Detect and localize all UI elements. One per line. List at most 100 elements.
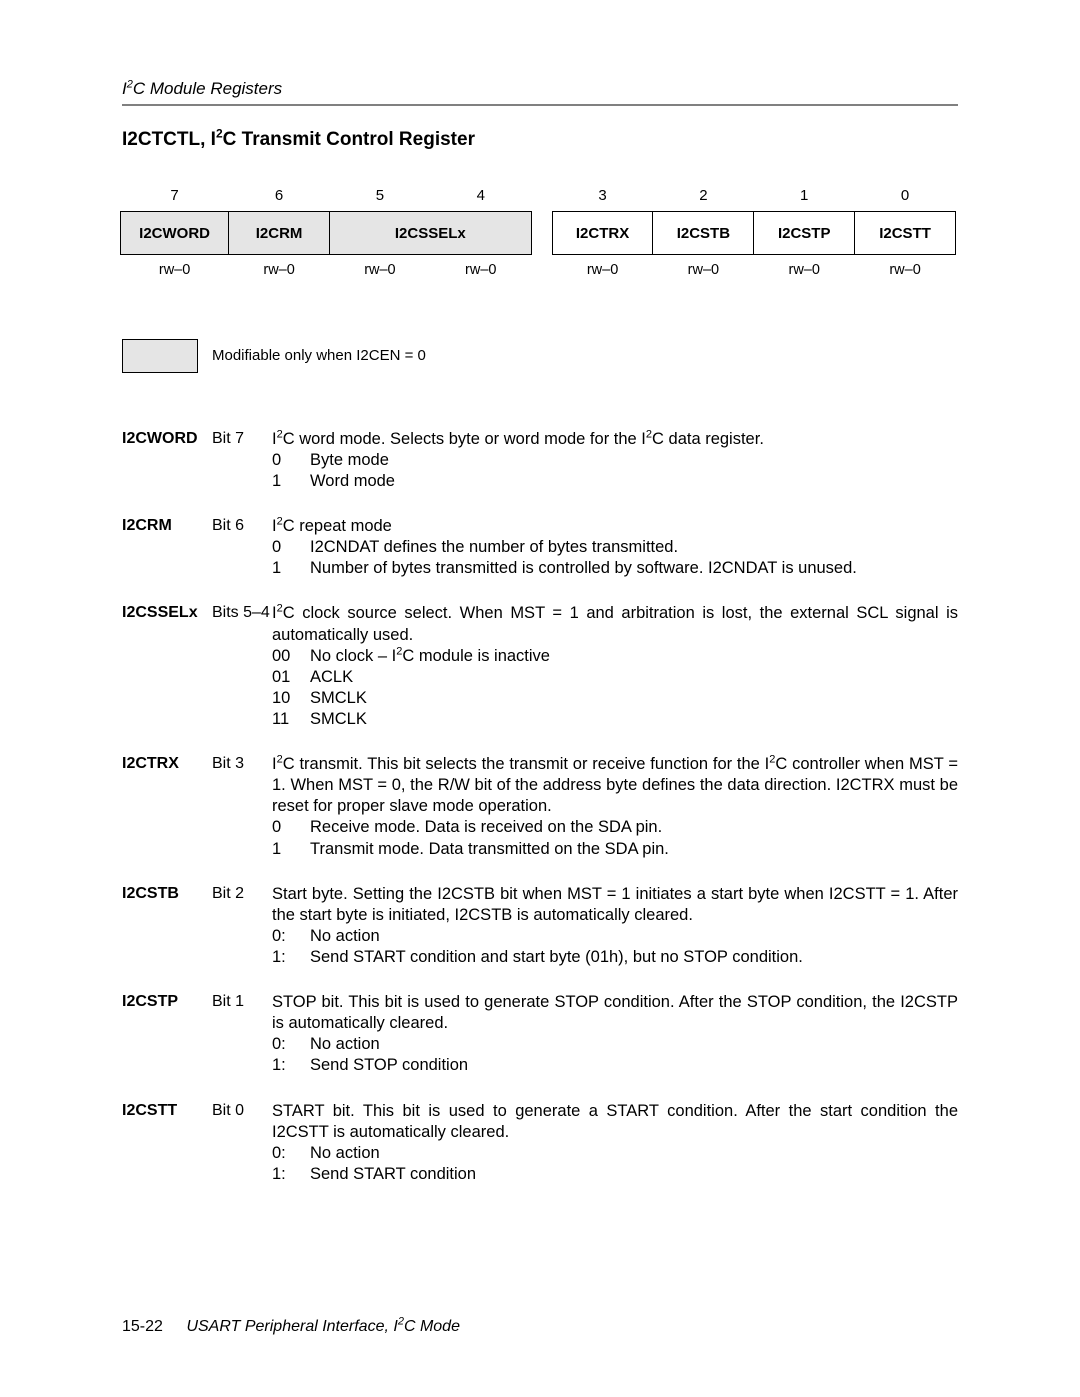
value-row: 0:No action: [272, 926, 958, 947]
bit-label: Bit 0: [212, 1101, 272, 1185]
description-intro: I2C transmit. This bit selects the trans…: [272, 754, 958, 817]
field-name: I2CSTT: [122, 1101, 212, 1185]
value-list: 0:No action1:Send STOP condition: [272, 1034, 958, 1076]
value-row: 01ACLK: [272, 667, 958, 688]
table-gap: [531, 212, 552, 255]
page-footer: 15-22 USART Peripheral Interface, I2C Mo…: [122, 1317, 460, 1337]
bit-label: Bit 1: [212, 992, 272, 1076]
field-name: I2CWORD: [122, 429, 212, 492]
rw-label: rw–0: [653, 255, 754, 281]
value-key: 1:: [272, 1055, 310, 1076]
def-i2csselx: I2CSSELxBits 5–4I2C clock source select.…: [122, 603, 958, 730]
description-intro: I2C word mode. Selects byte or word mode…: [272, 429, 958, 450]
field-description: I2C transmit. This bit selects the trans…: [272, 754, 958, 860]
rw-label: rw–0: [121, 255, 229, 281]
field-name: I2CSTB: [122, 884, 212, 968]
value-list: 0Receive mode. Data is received on the S…: [272, 817, 958, 859]
value-key: 11: [272, 709, 310, 730]
bit-number: 1: [754, 186, 855, 212]
value-row: 1:Send START condition and start byte (0…: [272, 947, 958, 968]
value-list: 0I2CNDAT defines the number of bytes tra…: [272, 537, 958, 579]
field-i2crm: I2CRM: [229, 212, 330, 255]
value-list: 0Byte mode1Word mode: [272, 450, 958, 492]
field-row: I2CWORDI2CRMI2CSSELxI2CTRXI2CSTBI2CSTPI2…: [121, 212, 956, 255]
value-key: 0:: [272, 1143, 310, 1164]
value-row: 1Transmit mode. Data transmitted on the …: [272, 839, 958, 860]
description-intro: I2C clock source select. When MST = 1 an…: [272, 603, 958, 645]
legend-text: Modifiable only when I2CEN = 0: [212, 346, 426, 365]
bit-label: Bits 5–4: [212, 603, 272, 730]
value-text: SMCLK: [310, 709, 958, 730]
description-intro: Start byte. Setting the I2CSTB bit when …: [272, 884, 958, 926]
table-gap: [531, 186, 552, 212]
value-text: Send START condition and start byte (01h…: [310, 947, 958, 968]
value-text: No action: [310, 1034, 958, 1055]
bit-number: 0: [855, 186, 956, 212]
field-name: I2CRM: [122, 516, 212, 579]
description-intro: START bit. This bit is used to generate …: [272, 1101, 958, 1143]
table-gap: [531, 255, 552, 281]
section-title: I2CTCTL, I2C Transmit Control Register: [122, 128, 958, 152]
field-description: I2C repeat mode0I2CNDAT defines the numb…: [272, 516, 958, 579]
bit-label: Bit 3: [212, 754, 272, 860]
bit-number: 4: [430, 186, 531, 212]
def-i2crm: I2CRMBit 6I2C repeat mode0I2CNDAT define…: [122, 516, 958, 579]
rw-label: rw–0: [330, 255, 431, 281]
value-row: 1Word mode: [272, 471, 958, 492]
value-list: 00No clock – I2C module is inactive01ACL…: [272, 646, 958, 730]
value-text: ACLK: [310, 667, 958, 688]
value-text: I2CNDAT defines the number of bytes tran…: [310, 537, 958, 558]
field-name: I2CSSELx: [122, 603, 212, 730]
rw-label: rw–0: [229, 255, 330, 281]
value-text: Byte mode: [310, 450, 958, 471]
register-bit-table: 76543210 I2CWORDI2CRMI2CSSELxI2CTRXI2CST…: [120, 186, 956, 281]
value-key: 00: [272, 646, 310, 667]
field-description: I2C word mode. Selects byte or word mode…: [272, 429, 958, 492]
value-row: 1:Send STOP condition: [272, 1055, 958, 1076]
def-i2cstb: I2CSTBBit 2Start byte. Setting the I2CST…: [122, 884, 958, 968]
value-text: Number of bytes transmitted is controlle…: [310, 558, 958, 579]
def-i2cword: I2CWORDBit 7I2C word mode. Selects byte …: [122, 429, 958, 492]
field-description: I2C clock source select. When MST = 1 an…: [272, 603, 958, 730]
field-description: Start byte. Setting the I2CSTB bit when …: [272, 884, 958, 968]
value-text: Word mode: [310, 471, 958, 492]
bit-number: 6: [229, 186, 330, 212]
footer-text-pre: USART Peripheral Interface, I: [186, 1318, 397, 1335]
field-i2cstb: I2CSTB: [653, 212, 754, 255]
value-key: 1:: [272, 947, 310, 968]
description-intro: STOP bit. This bit is used to generate S…: [272, 992, 958, 1034]
value-row: 1:Send START condition: [272, 1164, 958, 1185]
bit-number: 7: [121, 186, 229, 212]
page: I2C Module Registers I2CTCTL, I2C Transm…: [0, 0, 1080, 1397]
rw-label: rw–0: [552, 255, 653, 281]
page-number: 15-22: [122, 1317, 182, 1337]
value-row: 0:No action: [272, 1143, 958, 1164]
value-text: No action: [310, 926, 958, 947]
def-i2cstt: I2CSTTBit 0START bit. This bit is used t…: [122, 1101, 958, 1185]
bit-number-row: 76543210: [121, 186, 956, 212]
rw-label: rw–0: [754, 255, 855, 281]
value-row: 0I2CNDAT defines the number of bytes tra…: [272, 537, 958, 558]
value-text: No clock – I2C module is inactive: [310, 646, 958, 667]
rw-row: rw–0rw–0rw–0rw–0rw–0rw–0rw–0rw–0: [121, 255, 956, 281]
value-text: Send START condition: [310, 1164, 958, 1185]
legend: Modifiable only when I2CEN = 0: [122, 339, 958, 373]
field-description: START bit. This bit is used to generate …: [272, 1101, 958, 1185]
description-intro: I2C repeat mode: [272, 516, 958, 537]
field-i2cword: I2CWORD: [121, 212, 229, 255]
value-key: 10: [272, 688, 310, 709]
value-key: 0:: [272, 1034, 310, 1055]
bit-label: Bit 2: [212, 884, 272, 968]
value-row: 0Byte mode: [272, 450, 958, 471]
header-rule: [122, 104, 958, 106]
value-row: 0:No action: [272, 1034, 958, 1055]
running-head-text: I2C Module Registers: [122, 79, 282, 98]
value-key: 0: [272, 817, 310, 838]
def-i2cstp: I2CSTPBit 1STOP bit. This bit is used to…: [122, 992, 958, 1076]
rw-label: rw–0: [430, 255, 531, 281]
bit-label: Bit 7: [212, 429, 272, 492]
value-list: 0:No action1:Send START condition: [272, 1143, 958, 1185]
rw-label: rw–0: [855, 255, 956, 281]
field-name: I2CSTP: [122, 992, 212, 1076]
value-text: Receive mode. Data is received on the SD…: [310, 817, 958, 838]
